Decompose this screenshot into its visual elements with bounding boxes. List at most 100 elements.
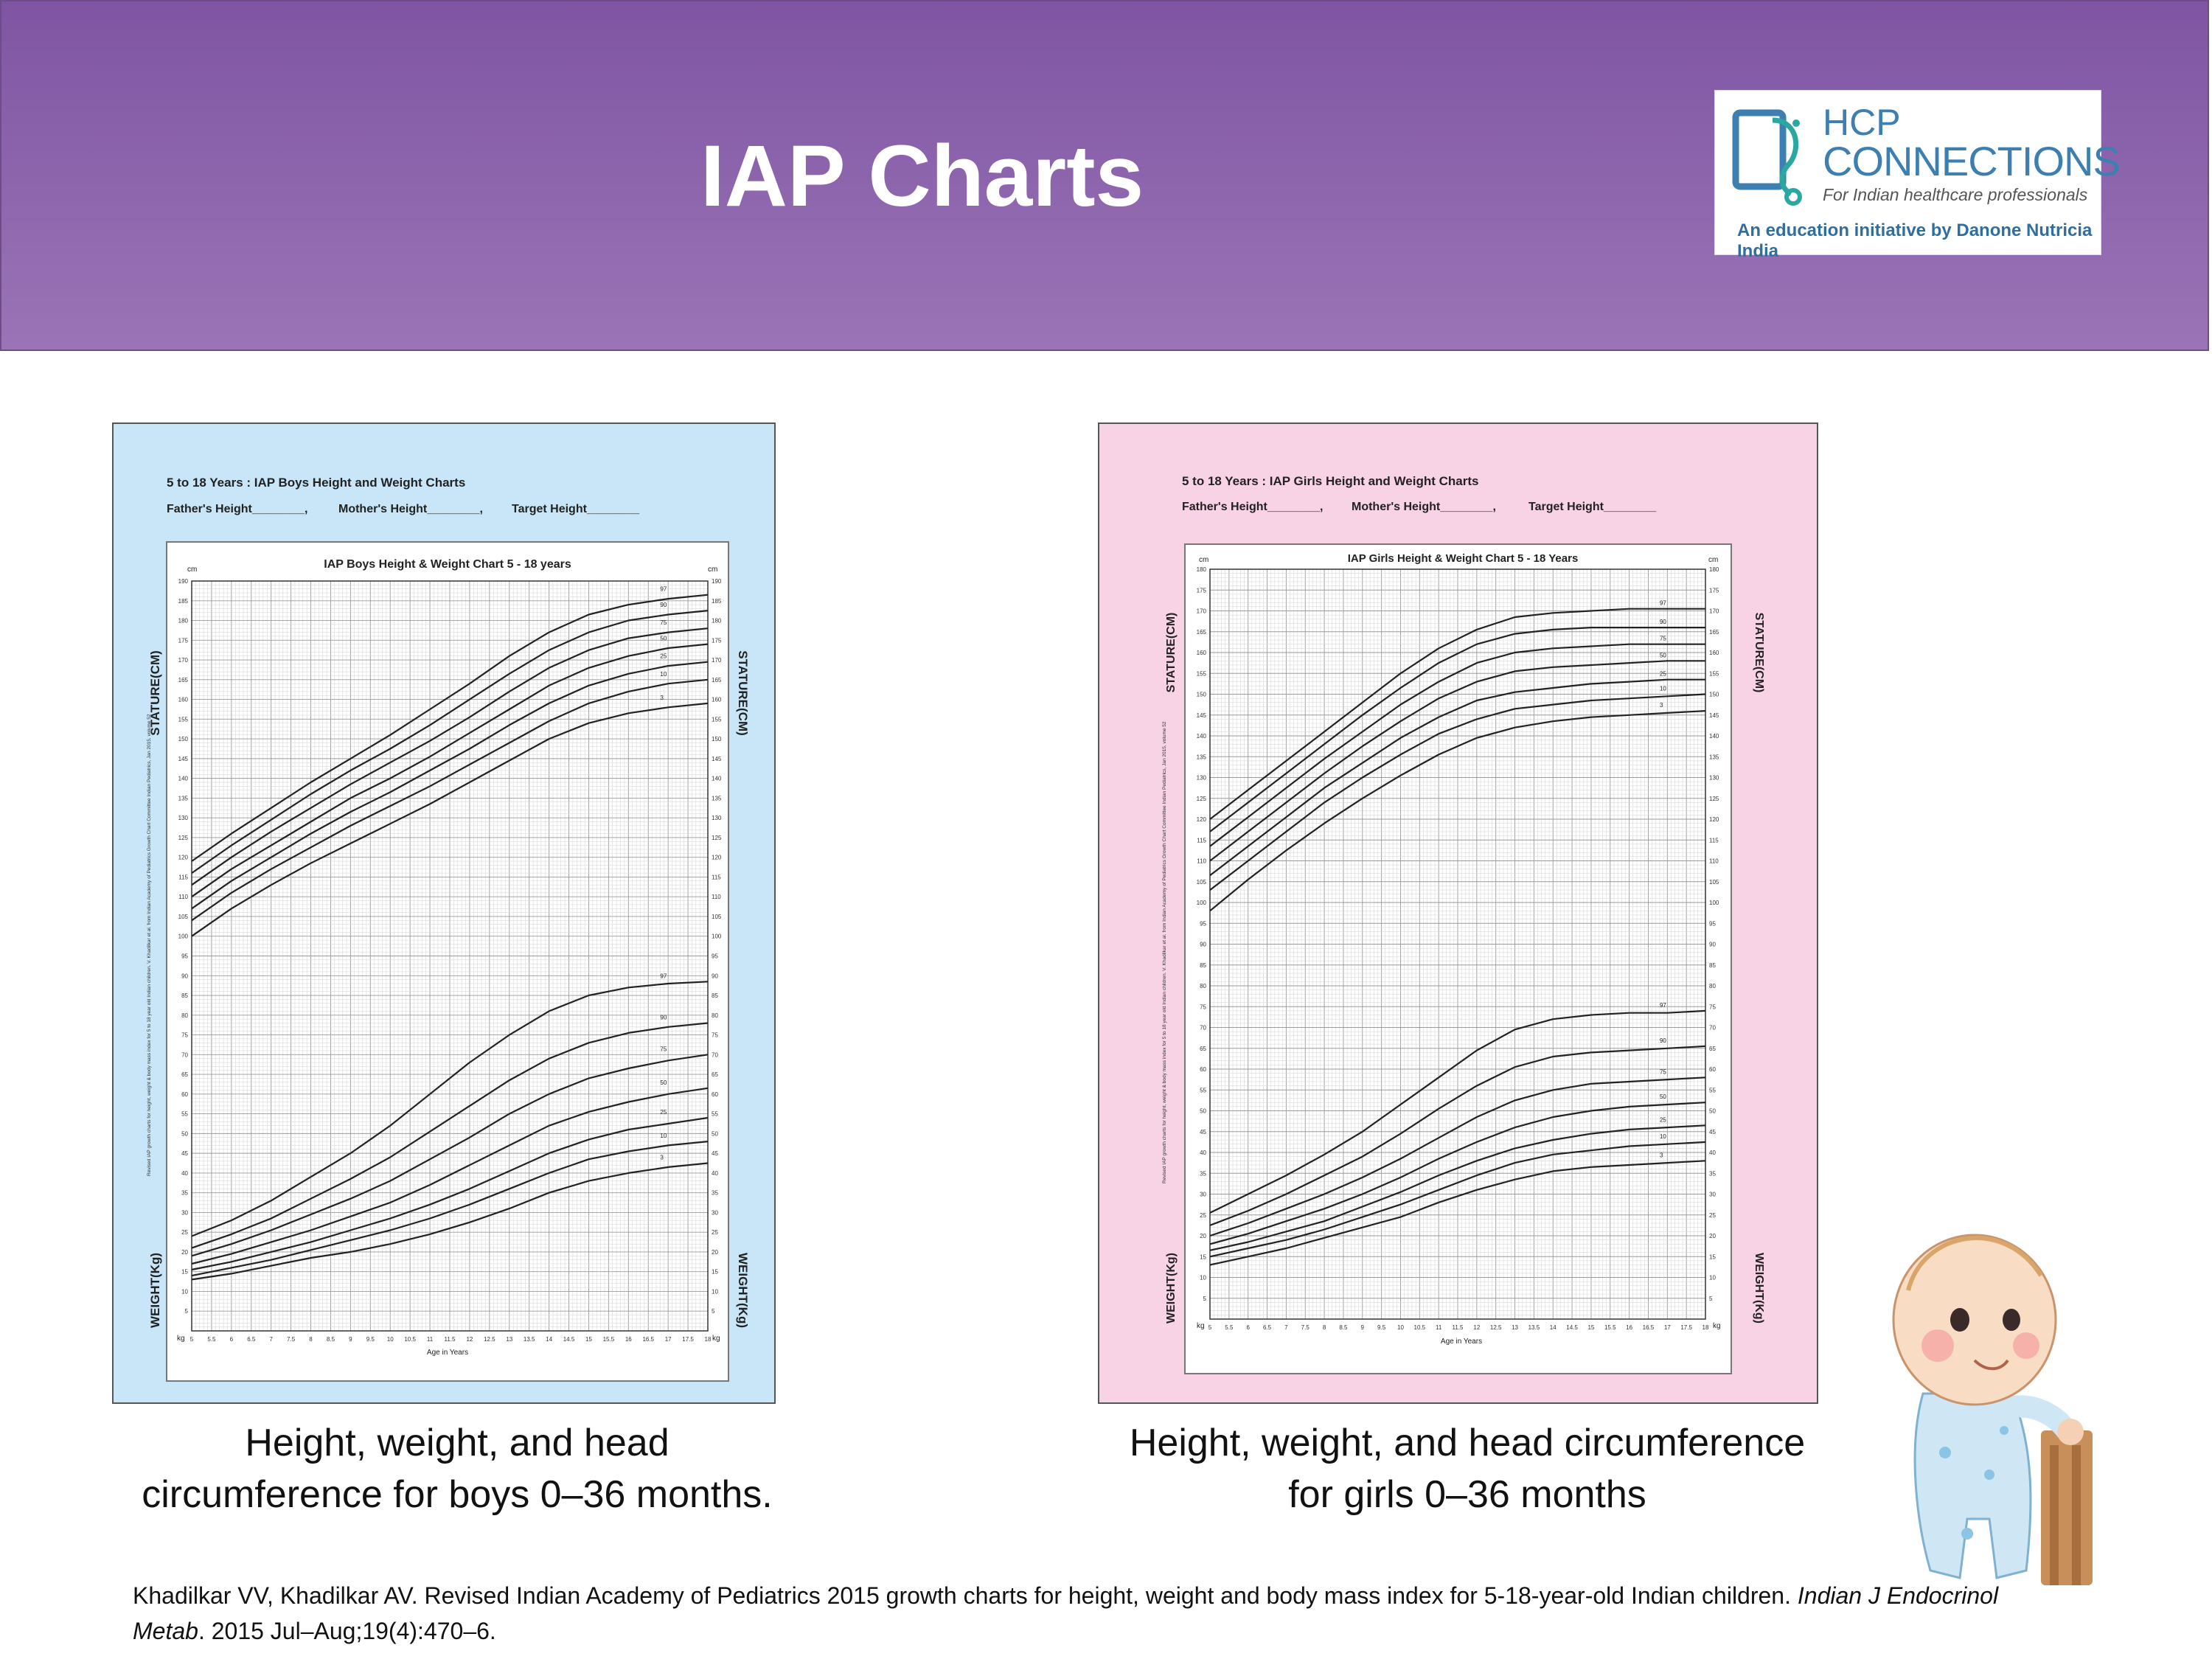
weight-percentile-50-line <box>1209 1102 1706 1245</box>
height-percentile-25-line <box>191 661 709 910</box>
x-tick-label: 16.5 <box>642 1336 654 1343</box>
y-tick-label-right: 5 <box>712 1308 715 1315</box>
y-tick-label-right: 55 <box>1709 1087 1716 1093</box>
boys-target-height: Target Height________ <box>512 503 640 515</box>
y-tick-label-left: 145 <box>178 756 189 762</box>
y-tick-label-left: 130 <box>178 815 189 821</box>
weight-percentile-90-line <box>191 1022 709 1249</box>
y-tick-label-right: 105 <box>1709 879 1719 886</box>
y-tick-label-right: 70 <box>712 1051 718 1058</box>
weight-percentile-label: 3 <box>1660 1152 1663 1158</box>
hcp-logo: HCP CONNECTIONS For Indian healthcare pr… <box>1714 90 2121 261</box>
reference-details: . 2015 Jul–Aug;19(4):470–6. <box>198 1618 496 1644</box>
y-tick-label-left: 25 <box>1200 1212 1206 1219</box>
x-tick-label: 11 <box>427 1336 434 1343</box>
y-tick-label-right: 45 <box>1709 1129 1716 1135</box>
girls-grid <box>1209 568 1706 1320</box>
x-tick-label: 10 <box>1397 1324 1404 1331</box>
height-percentile-label: 3 <box>1660 702 1663 709</box>
y-tick-label-right: 45 <box>712 1150 718 1157</box>
boys-chart-panel: 5 to 18 Years : IAP Boys Height and Weig… <box>112 422 776 1404</box>
logo-tagline: For Indian healthcare professionals <box>1823 185 2088 204</box>
x-tick-label: 12.5 <box>1490 1324 1502 1331</box>
y-tick-label-left: 90 <box>1200 942 1206 948</box>
y-tick-label-left: 65 <box>181 1071 188 1078</box>
girls-chart-panel: 5 to 18 Years : IAP Girls Height and Wei… <box>1098 422 1818 1404</box>
y-tick-label-right: 10 <box>1709 1275 1716 1281</box>
y-tick-label-left: 150 <box>1197 692 1207 698</box>
y-tick-label-left: 100 <box>1197 900 1207 906</box>
x-tick-label: 9.5 <box>366 1336 375 1343</box>
y-tick-label-right: 115 <box>1709 837 1719 844</box>
girls-chart-frame <box>1184 543 1732 1374</box>
height-percentile-10-line <box>1209 693 1706 891</box>
y-tick-label-right: 25 <box>712 1229 718 1236</box>
y-tick-label-left: 85 <box>181 992 188 999</box>
y-tick-label-left: 60 <box>181 1091 188 1098</box>
height-percentile-label: 50 <box>660 636 667 642</box>
y-tick-label-right: 185 <box>712 598 722 605</box>
y-tick-label-left: 185 <box>178 598 189 605</box>
x-tick-label: 15 <box>1587 1324 1594 1331</box>
y-tick-label-left: 160 <box>1197 650 1207 656</box>
y-tick-label-left: 155 <box>178 716 189 723</box>
y-tick-label-left: 50 <box>1200 1108 1206 1115</box>
y-tick-label-right: 150 <box>1709 692 1719 698</box>
y-tick-label-left: 65 <box>1200 1046 1206 1052</box>
y-tick-label-left: 165 <box>1197 629 1207 636</box>
boys-header-title: 5 to 18 Years : IAP Boys Height and Weig… <box>167 476 465 490</box>
y-tick-label-left: 70 <box>1200 1025 1206 1032</box>
y-tick-label-left: 180 <box>178 618 189 625</box>
y-tick-label-right: 55 <box>712 1111 718 1118</box>
weight-percentile-label: 90 <box>660 1014 667 1020</box>
x-tick-label: 16 <box>625 1336 632 1343</box>
y-tick-label-right: 125 <box>1709 796 1719 802</box>
y-tick-label-right: 75 <box>712 1032 718 1039</box>
y-tick-label-left: 55 <box>181 1111 188 1118</box>
y-tick-label-left: 105 <box>1197 879 1207 886</box>
y-tick-label-left: 175 <box>1197 587 1207 594</box>
x-tick-label: 18 <box>705 1336 712 1343</box>
x-tick-label: 17.5 <box>1680 1324 1692 1331</box>
y-tick-label-left: 55 <box>1200 1087 1206 1093</box>
y-tick-label-right: 160 <box>712 697 722 703</box>
y-tick-label-left: 25 <box>181 1229 188 1236</box>
y-tick-label-left: 5 <box>1203 1295 1207 1302</box>
boys-grid <box>191 580 709 1332</box>
x-tick-label: 7 <box>269 1336 273 1343</box>
height-percentile-label: 75 <box>660 619 667 626</box>
y-tick-label-left: 40 <box>1200 1150 1206 1156</box>
x-tick-label: 8 <box>309 1336 313 1343</box>
weight-percentile-50-line <box>191 1087 709 1265</box>
x-tick-label: 5.5 <box>207 1336 216 1343</box>
x-tick-label: 9.5 <box>1377 1324 1386 1331</box>
height-percentile-3-line <box>191 702 709 937</box>
boys-unit-cm-left: cm <box>187 566 197 574</box>
height-percentile-50-line <box>1209 660 1705 862</box>
x-tick-label: 7.5 <box>1301 1324 1310 1331</box>
y-tick-label-right: 110 <box>712 894 721 900</box>
y-tick-label-left: 20 <box>181 1249 188 1256</box>
x-tick-label: 5 <box>1208 1324 1212 1331</box>
y-tick-label-right: 75 <box>1709 1004 1716 1010</box>
x-tick-label: 14 <box>1550 1324 1557 1331</box>
x-tick-label: 6.5 <box>247 1336 256 1343</box>
x-tick-label: 14.5 <box>1566 1324 1578 1331</box>
y-tick-label-left: 85 <box>1200 962 1206 969</box>
y-tick-label-right: 135 <box>712 795 722 801</box>
height-percentile-label: 97 <box>1660 600 1666 607</box>
weight-percentile-label: 97 <box>1660 1002 1666 1009</box>
girls-left-axis-weight: WEIGHT(Kg) <box>1165 1253 1178 1324</box>
y-tick-label-left: 15 <box>181 1269 188 1276</box>
girls-inner-title: IAP Girls Height & Weight Chart 5 - 18 Y… <box>1348 552 1579 565</box>
x-tick-label: 5.5 <box>1225 1324 1234 1331</box>
y-tick-label-left: 50 <box>181 1130 188 1137</box>
weight-percentile-97-line <box>191 981 709 1237</box>
weight-percentile-75-line <box>191 1054 709 1257</box>
x-tick-label: 15.5 <box>1604 1324 1616 1331</box>
y-tick-label-right: 175 <box>1709 587 1719 594</box>
y-tick-label-left: 175 <box>178 637 189 644</box>
y-tick-label-right: 160 <box>1709 650 1719 656</box>
y-tick-label-right: 60 <box>1709 1066 1716 1073</box>
y-tick-label-left: 35 <box>1200 1170 1206 1177</box>
